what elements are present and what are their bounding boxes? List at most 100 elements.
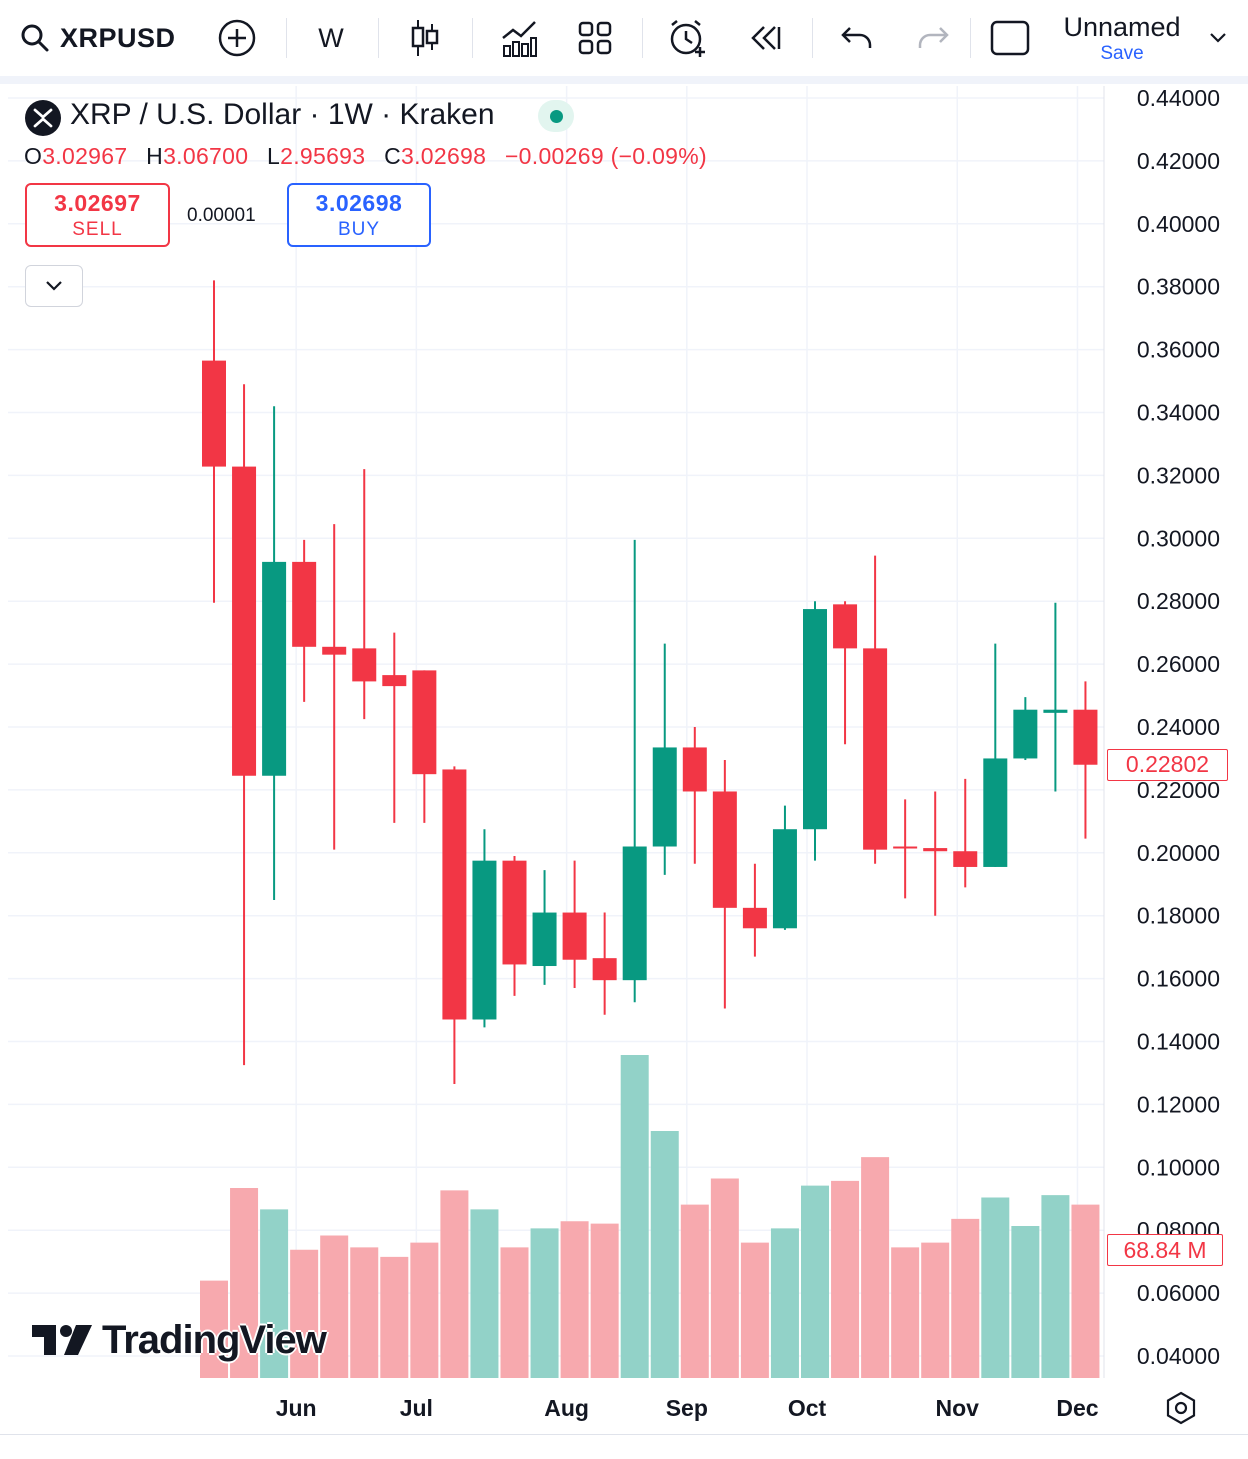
chart-canvas[interactable]: 0.44000 0.42000 0.40000 0.38000 0.36000 0.340…	[0, 84, 1248, 1434]
price-tick-label: 0.20000	[1137, 840, 1220, 866]
layout-name: Unnamed	[1063, 11, 1181, 42]
candle-body	[202, 360, 226, 467]
toolbar-separator	[642, 18, 643, 58]
chevron-down-icon	[1210, 33, 1226, 43]
candle-body	[923, 848, 948, 852]
ohlc-values: O3.02967 H3.06700 L2.95693 C3.02698 −0.0…	[24, 143, 719, 170]
alert-icon	[670, 20, 705, 57]
candle-body	[592, 958, 617, 981]
price-tick-label: 0.40000	[1137, 211, 1220, 237]
candle-body	[983, 758, 1008, 867]
change-value: −0.00269 (−0.09%)	[504, 143, 707, 169]
alert-button[interactable]	[664, 0, 710, 76]
chevron-down-icon	[46, 281, 62, 291]
volume-bar	[530, 1228, 559, 1378]
price-tick-label: 0.38000	[1137, 274, 1220, 300]
candle-body	[682, 747, 707, 792]
volume-bar	[290, 1249, 319, 1378]
time-tick-label: Nov	[936, 1395, 980, 1421]
buy-price: 3.02698	[315, 189, 403, 216]
candle-body	[292, 561, 317, 647]
volume-bar	[230, 1188, 259, 1378]
sell-label: SELL	[72, 218, 123, 240]
search-icon	[21, 24, 49, 52]
candle-body	[532, 912, 557, 967]
last-price-badge: 0.22802	[1107, 748, 1228, 781]
volume-bar	[831, 1180, 860, 1378]
volume-bar	[1011, 1226, 1040, 1378]
volume-bar	[560, 1221, 589, 1378]
symbol-name: XRPUSD	[60, 22, 176, 53]
layout-menu-button[interactable]: Unnamed Save	[1052, 0, 1192, 76]
bottom-toolbar	[0, 1434, 1248, 1459]
sell-price: 3.02697	[54, 189, 141, 216]
candle-body	[382, 675, 407, 687]
candle-body	[502, 860, 527, 965]
undo-button[interactable]	[834, 0, 880, 76]
interval-label: W	[318, 22, 344, 53]
redo-icon	[918, 27, 949, 48]
toolbar-divider	[0, 76, 1248, 84]
layouts-icon	[578, 21, 612, 55]
toolbar-separator	[378, 18, 379, 58]
volume-bar	[590, 1223, 619, 1378]
candle-body	[833, 604, 858, 649]
fullscreen-icon	[990, 20, 1030, 56]
redo-button[interactable]	[910, 0, 956, 76]
price-tick-label: 0.30000	[1137, 525, 1220, 551]
close-value: 3.02698	[401, 143, 487, 169]
candle-body	[322, 646, 347, 655]
sell-button[interactable]: 3.02697 SELL	[25, 183, 170, 247]
candle-body	[712, 791, 737, 908]
buy-button[interactable]: 3.02698 BUY	[287, 183, 431, 247]
candle-body	[742, 907, 767, 929]
spread-value: 0.00001	[187, 205, 256, 226]
price-tick-label: 0.14000	[1137, 1029, 1220, 1055]
price-scale[interactable]: 0.44000 0.42000 0.40000 0.38000 0.36000 0.340…	[1137, 85, 1220, 1369]
settings-hexagon-icon	[1166, 1391, 1196, 1425]
layout-dropdown-button[interactable]	[1200, 0, 1236, 76]
legend-title[interactable]: XRP / U.S. Dollar · 1W · Kraken	[70, 98, 495, 131]
layouts-button[interactable]	[572, 0, 618, 76]
buy-label: BUY	[337, 218, 381, 240]
indicators-button[interactable]	[496, 0, 542, 76]
open-key: O	[24, 143, 43, 169]
volume-bar	[680, 1204, 709, 1378]
undo-icon	[841, 27, 872, 48]
candle-body	[412, 670, 437, 775]
interval-button[interactable]: W	[305, 0, 357, 76]
chart-type-button[interactable]	[402, 0, 448, 76]
price-tick-label: 0.42000	[1137, 148, 1220, 174]
price-tick-label: 0.36000	[1137, 337, 1220, 363]
price-tick-label: 0.12000	[1137, 1091, 1220, 1117]
replay-button[interactable]	[742, 0, 788, 76]
symbol-search-button[interactable]: XRPUSD	[20, 0, 190, 76]
time-tick-label: Jul	[400, 1395, 433, 1421]
candle-body	[893, 846, 918, 849]
candle-body	[1013, 709, 1038, 759]
legend-collapse-button[interactable]	[25, 265, 83, 307]
chart-settings-button[interactable]	[1163, 1390, 1199, 1426]
volume-bar	[921, 1242, 950, 1378]
price-tick-label: 0.04000	[1137, 1343, 1220, 1369]
candle-body	[442, 769, 467, 1020]
replay-icon	[751, 26, 781, 50]
tradingview-watermark[interactable]: TradingView	[30, 1315, 327, 1365]
volume-bar	[470, 1209, 499, 1378]
candle-body	[953, 851, 978, 867]
candle-body	[232, 466, 257, 776]
candle-series	[202, 280, 1098, 1084]
candles-icon	[411, 20, 439, 56]
volume-bar	[740, 1242, 769, 1378]
fullscreen-button[interactable]	[986, 0, 1034, 76]
volume-bar	[500, 1247, 529, 1378]
price-tick-label: 0.10000	[1137, 1154, 1220, 1180]
market-status-badge[interactable]	[538, 100, 574, 132]
price-tick-label: 0.34000	[1137, 400, 1220, 426]
time-tick-label: Dec	[1056, 1395, 1098, 1421]
save-layout-link[interactable]: Save	[1100, 42, 1144, 64]
volume-bar	[770, 1228, 799, 1378]
price-tick-label: 0.24000	[1137, 714, 1220, 740]
add-symbol-button[interactable]	[214, 0, 260, 76]
time-scale[interactable]: Jun Jul Aug Sep Oct Nov Dec	[276, 1395, 1099, 1421]
